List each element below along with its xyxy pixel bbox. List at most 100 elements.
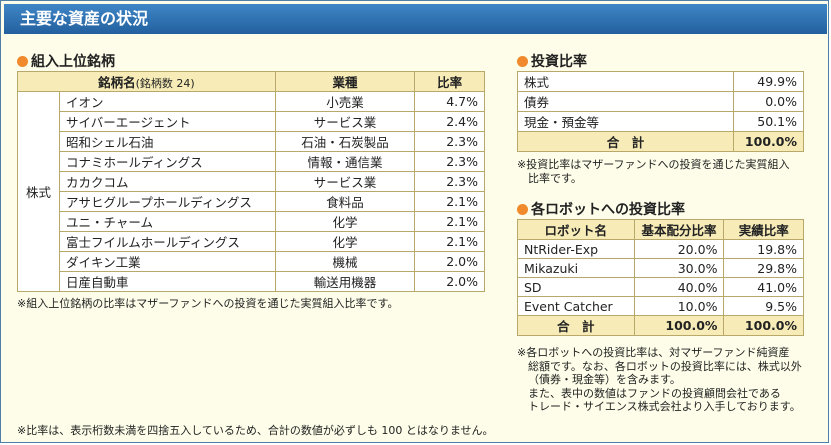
robot-name: SD bbox=[517, 277, 635, 297]
total-row: 合 計 100.0% 100.0% bbox=[517, 315, 804, 336]
holding-industry: 輸送用機器 bbox=[274, 271, 416, 292]
holding-ratio: 2.1% bbox=[414, 211, 485, 232]
holdings-col-name: 銘柄名(銘柄数 24) bbox=[17, 71, 276, 92]
holdings-table: 銘柄名(銘柄数 24) 業種 比率 株式 イオン 小売業 4.7% サイバーエージェント… bbox=[17, 71, 485, 292]
holding-name: ダイキン工業 bbox=[58, 251, 276, 272]
holding-industry: 石油・石炭製品 bbox=[274, 131, 416, 152]
table-row: Mikazuki 30.0% 29.8% bbox=[517, 258, 804, 278]
robot-name: NtRider-Exp bbox=[517, 239, 635, 259]
table-row: コナミホールディングス 情報・通信業 2.3% bbox=[18, 151, 485, 172]
robot-actual-ratio: 29.8% bbox=[723, 258, 804, 278]
robots-body: NtRider-Exp 20.0% 19.8% Mikazuki 30.0% 29.8% S… bbox=[517, 239, 804, 336]
robots-heading: 各ロボットへの投資比率 bbox=[517, 199, 685, 219]
table-row: ユニ・チャーム 化学 2.1% bbox=[18, 211, 485, 232]
holding-ratio: 2.4% bbox=[414, 111, 485, 132]
holding-industry: 小売業 bbox=[274, 91, 416, 112]
bullet-dot-icon bbox=[17, 56, 28, 67]
robot-base-ratio: 20.0% bbox=[633, 239, 725, 259]
robot-base-ratio: 10.0% bbox=[633, 296, 725, 316]
table-row: カカクコム サービス業 2.3% bbox=[18, 171, 485, 192]
table-row: 債券 0.0% bbox=[516, 91, 804, 112]
allocation-total-value: 100.0% bbox=[733, 131, 804, 152]
table-row: NtRider-Exp 20.0% 19.8% bbox=[517, 239, 804, 259]
note-line: （債券・現金等）を含みます。 bbox=[528, 373, 681, 386]
allocation-label: 債券 bbox=[516, 91, 735, 112]
holdings-col-ratio: 比率 bbox=[414, 71, 485, 92]
holding-ratio: 4.7% bbox=[414, 91, 485, 112]
holding-name: コナミホールディングス bbox=[58, 151, 276, 172]
holdings-note: ※組入上位銘柄の比率はマザーファンドへの投資を通じた実質組入比率です。 bbox=[17, 297, 399, 310]
holding-ratio: 2.3% bbox=[414, 171, 485, 192]
allocation-value: 50.1% bbox=[733, 111, 804, 132]
robots-total-label: 合 計 bbox=[517, 315, 635, 336]
robot-actual-ratio: 41.0% bbox=[723, 277, 804, 297]
holdings-col-industry: 業種 bbox=[274, 71, 416, 92]
allocation-value: 49.9% bbox=[733, 71, 804, 92]
holding-name: カカクコム bbox=[58, 171, 276, 192]
robot-name: Event Catcher bbox=[517, 296, 635, 316]
table-row: サイバーエージェント サービス業 2.4% bbox=[18, 111, 485, 132]
robot-actual-ratio: 9.5% bbox=[723, 296, 804, 316]
allocation-body: 株式 49.9% 債券 0.0% 現金・預金等 50.1% 合 計 100.0% bbox=[516, 71, 804, 152]
total-row: 合 計 100.0% bbox=[516, 131, 804, 152]
holding-name: ユニ・チャーム bbox=[58, 211, 276, 232]
note-line: 総額です。なお、各ロボットの投資比率には、株式以外 bbox=[528, 359, 802, 373]
robot-name: Mikazuki bbox=[517, 258, 635, 278]
table-row: 株式 イオン 小売業 4.7% bbox=[17, 91, 485, 292]
table-row: SD 40.0% 41.0% bbox=[517, 277, 804, 297]
holding-industry: 化学 bbox=[274, 211, 416, 232]
robots-table: ロボット名 基本配分比率 実績比率 NtRider-Exp 20.0% 19.8% M… bbox=[517, 219, 804, 336]
holding-ratio: 2.1% bbox=[414, 231, 485, 252]
allocation-label: 株式 bbox=[516, 71, 735, 92]
table-row: 昭和シェル石油 石油・石炭製品 2.3% bbox=[18, 131, 485, 152]
note-line: トレード・サイエンス株式会社より入手しております。 bbox=[528, 400, 801, 413]
allocation-note: ※投資比率はマザーファンドへの投資を通じた実質組入 比率です。 bbox=[517, 158, 790, 185]
holding-industry: 食料品 bbox=[274, 191, 416, 212]
table-row: アサヒグループホールディングス 食料品 2.1% bbox=[18, 191, 485, 212]
holding-name: 富士フイルムホールディングス bbox=[58, 231, 276, 252]
robot-base-ratio: 30.0% bbox=[633, 258, 725, 278]
holding-industry: 情報・通信業 bbox=[274, 151, 416, 172]
table-row: Event Catcher 10.0% 9.5% bbox=[517, 296, 804, 316]
holding-industry: サービス業 bbox=[274, 171, 416, 192]
robots-col-name: ロボット名 bbox=[517, 219, 635, 240]
allocation-total-label: 合 計 bbox=[516, 131, 735, 152]
allocation-value: 0.0% bbox=[733, 91, 804, 112]
holding-industry: サービス業 bbox=[274, 111, 416, 132]
robots-col-base: 基本配分比率 bbox=[633, 219, 725, 240]
category-cell: 株式 bbox=[17, 91, 60, 292]
holding-name: アサヒグループホールディングス bbox=[58, 191, 276, 212]
holdings-heading: 組入上位銘柄 bbox=[17, 51, 115, 71]
robots-col-actual: 実績比率 bbox=[723, 219, 804, 240]
bullet-dot-icon bbox=[517, 204, 528, 215]
robots-note: ※各ロボットへの投資比率は、対マザーファンド純資産 総額です。なお、各ロボットの投… bbox=[517, 346, 802, 414]
bullet-dot-icon bbox=[517, 56, 528, 67]
note-line: ※各ロボットへの投資比率は、対マザーファンド純資産 bbox=[517, 346, 790, 359]
footer-note: ※比率は、表示桁数未満を四捨五入しているため、合計の数値が必ずしも 100 とは… bbox=[17, 424, 494, 437]
allocation-table: 株式 49.9% 債券 0.0% 現金・預金等 50.1% 合 計 100.0% bbox=[516, 71, 804, 152]
holding-name: サイバーエージェント bbox=[58, 111, 276, 132]
holding-industry: 機械 bbox=[274, 251, 416, 272]
robots-total-base: 100.0% bbox=[633, 315, 725, 336]
holding-name: イオン bbox=[58, 91, 276, 112]
holding-name: 日産自動車 bbox=[58, 271, 276, 292]
holdings-body: 株式 イオン 小売業 4.7% サイバーエージェント サービス業 2.4% 昭和シェル石油 石油… bbox=[17, 91, 485, 292]
holding-ratio: 2.3% bbox=[414, 131, 485, 152]
holding-name: 昭和シェル石油 bbox=[58, 131, 276, 152]
holding-industry: 化学 bbox=[274, 231, 416, 252]
table-row: 現金・預金等 50.1% bbox=[516, 111, 804, 132]
holding-ratio: 2.0% bbox=[414, 271, 485, 292]
allocation-label: 現金・預金等 bbox=[516, 111, 735, 132]
robot-base-ratio: 40.0% bbox=[633, 277, 725, 297]
holding-ratio: 2.0% bbox=[414, 251, 485, 272]
holding-ratio: 2.1% bbox=[414, 191, 485, 212]
robot-actual-ratio: 19.8% bbox=[723, 239, 804, 259]
allocation-heading: 投資比率 bbox=[517, 51, 587, 71]
table-row: 富士フイルムホールディングス 化学 2.1% bbox=[18, 231, 485, 252]
table-row: ダイキン工業 機械 2.0% bbox=[18, 251, 485, 272]
robots-total-actual: 100.0% bbox=[723, 315, 804, 336]
note-line: また、表中の数値はファンドの投資顧問会社である bbox=[528, 386, 781, 400]
table-row: 日産自動車 輸送用機器 2.0% bbox=[18, 271, 485, 292]
table-row: 株式 49.9% bbox=[516, 71, 804, 92]
